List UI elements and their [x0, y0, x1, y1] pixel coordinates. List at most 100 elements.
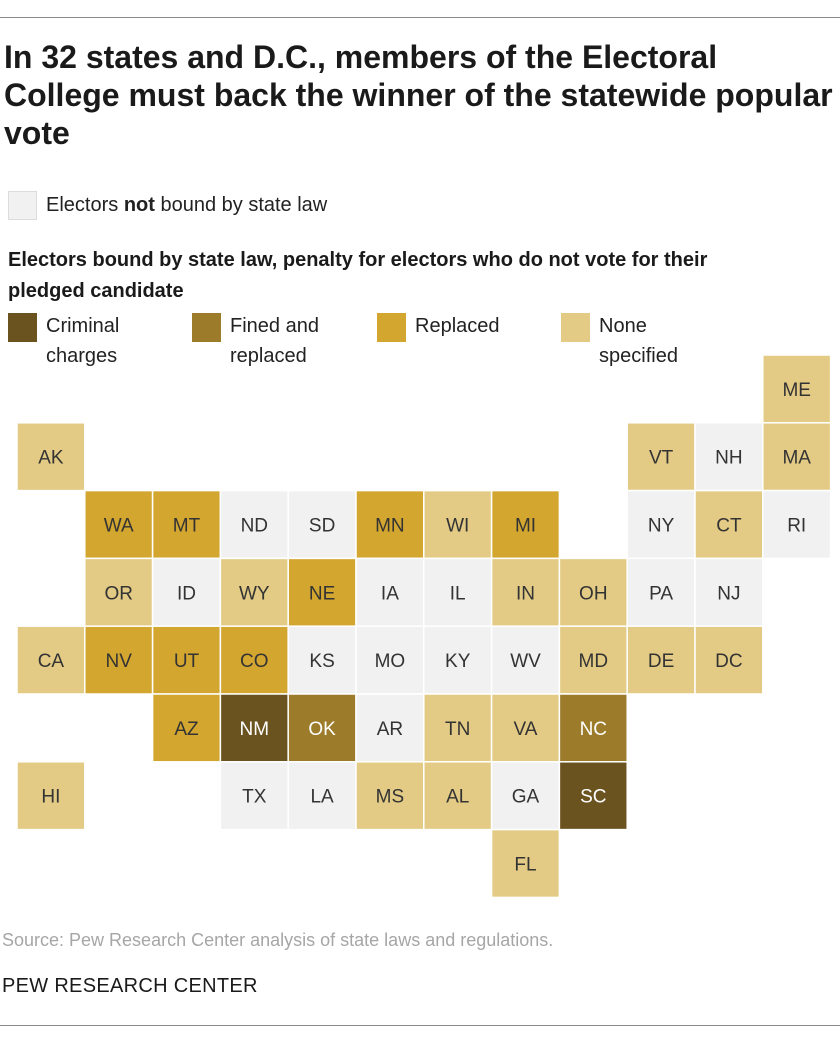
state-label: NV [105, 651, 132, 672]
state-tile-rect [151, 625, 222, 695]
state-label: WI [446, 516, 469, 537]
legend-label-replaced: Replaced [415, 315, 500, 337]
state-label: RI [787, 516, 806, 537]
state-tile-rect [490, 828, 561, 899]
state-label: AL [446, 787, 469, 808]
state-tile-ne: NE [287, 557, 357, 627]
state-label: CT [716, 516, 742, 537]
state-label: FL [514, 855, 536, 876]
state-label: LA [310, 787, 334, 808]
top-rule [0, 17, 840, 18]
bottom-rule [0, 1025, 840, 1026]
state-tile-de: DE [626, 625, 696, 695]
state-tile-rect [16, 761, 86, 831]
state-tile-rect [423, 693, 493, 763]
state-tile-rect [355, 761, 425, 831]
state-tile-rect [355, 625, 425, 695]
state-tile-rect [694, 489, 764, 560]
state-label: MS [376, 787, 405, 808]
state-label: MO [375, 651, 406, 672]
legend-label-criminal: Criminal charges [46, 315, 120, 367]
state-tile-rect [84, 557, 154, 627]
state-label: IA [381, 583, 399, 604]
state-tile-mi: MI [490, 489, 561, 560]
state-label: NM [240, 719, 270, 740]
state-tile-ut: UT [151, 625, 222, 695]
state-tile-ak: AK [16, 422, 86, 492]
state-tile-rect [694, 625, 764, 695]
state-tile-rect [490, 489, 561, 560]
state-label: TX [242, 787, 267, 808]
state-tile-map: ME AK VT NH MA WA MT ND SD MN WI MI NY CT RI OR ID WY NE IA… [16, 354, 832, 899]
state-tile-tx: TX [219, 761, 289, 831]
state-tile-rect [558, 625, 628, 695]
state-tile-rect [287, 489, 357, 560]
state-label: CO [240, 651, 269, 672]
state-label: ID [177, 583, 196, 604]
state-label: MD [579, 651, 609, 672]
state-tile-rect [16, 625, 86, 695]
state-tile-ks: KS [287, 625, 357, 695]
state-tile-rect [490, 761, 561, 831]
state-tile-rect [219, 625, 289, 695]
state-tile-rect [16, 422, 86, 492]
state-tile-rect [287, 693, 357, 763]
state-tile-ia: IA [355, 557, 425, 627]
chart-title: In 32 states and D.C., members of the El… [4, 39, 833, 151]
state-label: SD [309, 516, 335, 537]
state-tile-il: IL [423, 557, 493, 627]
state-tile-rect [762, 354, 832, 424]
state-tile-wv: WV [490, 625, 561, 695]
legend-swatch-criminal [8, 313, 37, 342]
legend-swatch-not-bound [8, 191, 37, 220]
state-label: KS [309, 651, 334, 672]
legend-swatch-none [561, 313, 590, 342]
state-tile-va: VA [490, 693, 561, 763]
state-tile-rect [355, 693, 425, 763]
state-label: IL [450, 583, 466, 604]
state-tile-wy: WY [219, 557, 289, 627]
state-label: OK [308, 719, 336, 740]
state-tile-rect [287, 761, 357, 831]
state-tile-nd: ND [219, 489, 289, 560]
state-label: NY [648, 516, 675, 537]
state-tile-mt: MT [151, 489, 222, 560]
state-tile-nh: NH [694, 422, 764, 492]
legend-label-none: None specified [599, 315, 678, 367]
state-label: NJ [717, 583, 740, 604]
state-tile-rect [694, 422, 764, 492]
state-label: NC [580, 719, 607, 740]
state-label: ND [241, 516, 268, 537]
state-tile-me: ME [762, 354, 832, 424]
state-tile-rect [490, 693, 561, 763]
state-label: GA [512, 787, 540, 808]
state-tile-or: OR [84, 557, 154, 627]
state-tile-id: ID [151, 557, 222, 627]
state-label: NH [715, 448, 742, 469]
state-label: TN [445, 719, 470, 740]
state-tile-ar: AR [355, 693, 425, 763]
state-label: MI [515, 516, 536, 537]
state-label: CA [38, 651, 65, 672]
state-label: UT [174, 651, 200, 672]
state-tile-mn: MN [355, 489, 425, 560]
state-label: MN [375, 516, 405, 537]
state-tile-tn: TN [423, 693, 493, 763]
state-tile-fl: FL [490, 828, 561, 899]
state-tile-dc: DC [694, 625, 764, 695]
state-tile-nv: NV [84, 625, 154, 695]
state-label: ME [782, 380, 811, 401]
state-tile-rect [287, 557, 357, 627]
state-label: NE [309, 583, 335, 604]
state-tile-rect [151, 489, 222, 560]
state-tile-rect [423, 557, 493, 627]
state-label: VT [649, 448, 674, 469]
state-tile-rect [558, 693, 628, 763]
state-tile-ms: MS [355, 761, 425, 831]
state-label: WA [104, 516, 134, 537]
state-label: AK [38, 448, 64, 469]
state-label: MT [173, 516, 201, 537]
state-tile-wi: WI [423, 489, 493, 560]
state-tile-rect [558, 761, 628, 831]
state-tile-rect [626, 489, 696, 560]
